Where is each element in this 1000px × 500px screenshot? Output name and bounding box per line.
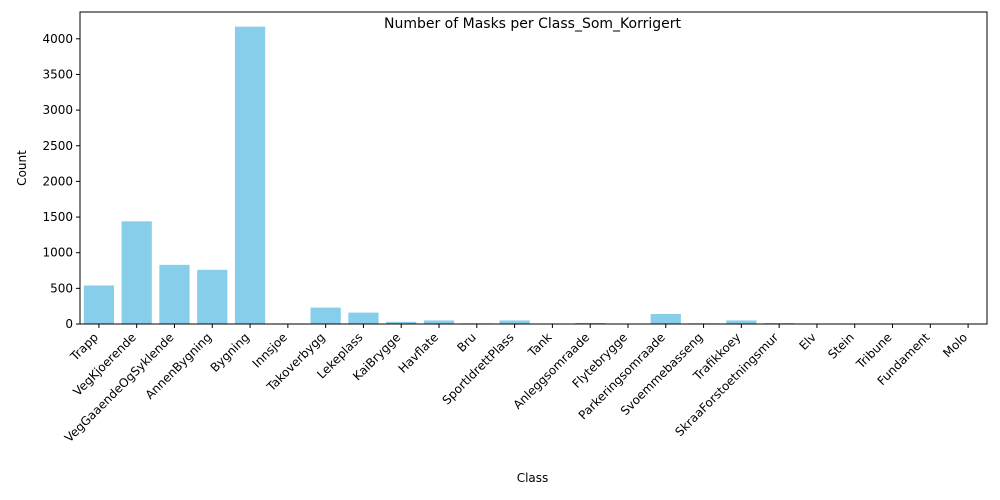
bar-Lekeplass [348,312,379,324]
y-tick-label: 500 [50,281,73,295]
bar-Takoverbygg [310,307,341,324]
bar-SportIdrettPlass [499,320,530,324]
y-axis-label: Count [15,150,29,186]
y-tick-label: 3500 [42,67,73,81]
bar-Parkeringsomraade [650,314,681,324]
bar-Trafikkoey [726,320,757,324]
y-tick-label: 2000 [42,174,73,188]
y-tick-label: 2500 [42,139,73,153]
x-axis-label: Class [517,471,549,485]
bar-Anleggsomraade [575,322,606,324]
bar-VegGaaendeOgSyklende [159,264,190,324]
y-tick-label: 1500 [42,210,73,224]
y-tick-label: 1000 [42,246,73,260]
plot-area [83,26,984,324]
bar-KaiBrygge [386,321,417,324]
chart-title: Number of Masks per Class_Som_Korrigert [384,16,682,32]
plot-frame [79,11,988,325]
y-tick-label: 4000 [42,32,73,46]
bar-AnnenBygning [197,269,228,324]
y-tick-label: 0 [65,317,73,331]
y-axis: 0 500 1000 1500 2000 2500 3000 3500 4000 [42,32,80,331]
bar-Bygning [234,26,266,324]
bar-VegKjoerende [121,221,152,324]
bar-Havflate [423,320,455,324]
bar-Trapp [83,285,115,324]
y-tick-label: 3000 [42,103,73,117]
